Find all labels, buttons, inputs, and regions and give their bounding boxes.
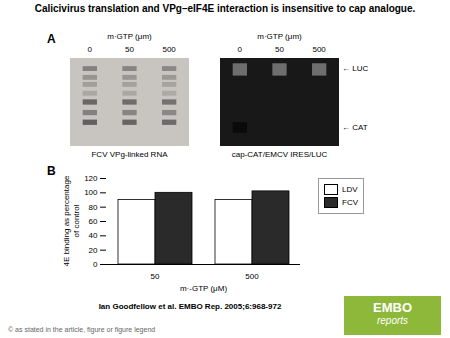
- svg-text:20: 20: [89, 246, 98, 255]
- html-text:m·GTP (μm): m·GTP (μm): [257, 32, 302, 41]
- html-text:reports: reports: [376, 315, 409, 326]
- html-text:0: 0: [237, 45, 242, 54]
- html-text:m·GTP (μm): m·GTP (μm): [107, 32, 152, 41]
- html-text:cap-CAT/EMCV IRES/LUC: cap-CAT/EMCV IRES/LUC: [231, 150, 328, 159]
- html-text:500: 500: [312, 45, 326, 54]
- svg-text:100: 100: [84, 188, 98, 197]
- html-text:LDV: LDV: [342, 185, 358, 194]
- html-text:FCV VPg-linked RNA: FCV VPg-linked RNA: [91, 150, 168, 159]
- html-text:← CAT: ← CAT: [342, 123, 368, 133]
- html-text:50: 50: [275, 45, 284, 54]
- html-text:Ian Goodfellow et al. EMBO Rep: Ian Goodfellow et al. EMBO Rep. 2005;6:9…: [98, 302, 282, 311]
- svg-text:120: 120: [84, 174, 98, 183]
- html-text:© as stated in the article, fi: © as stated in the article, figure or fi…: [8, 326, 156, 333]
- html-text:4E binding as percentage of co: 4E binding as percentage of control: [62, 175, 81, 267]
- html-text:FCV: FCV: [342, 198, 358, 207]
- svg-text:80: 80: [89, 203, 98, 212]
- svg-text:500: 500: [245, 272, 259, 281]
- html-text:← LUC: ← LUC: [342, 64, 369, 74]
- html-text:Calicivirus translation and VP: Calicivirus translation and VPg–eIF4E in…: [34, 3, 416, 14]
- html-text:A: A: [47, 32, 56, 46]
- svg-text:60: 60: [89, 217, 98, 226]
- svg-text:0: 0: [93, 260, 98, 269]
- html-text:500: 500: [162, 45, 176, 54]
- svg-text:50: 50: [151, 272, 160, 281]
- html-text:50: 50: [125, 45, 134, 54]
- svg-text:m·-GTP (μM): m·-GTP (μM): [180, 284, 227, 293]
- html-text:B: B: [47, 164, 56, 178]
- html-text:EMBO: EMBO: [373, 300, 412, 315]
- svg-text:40: 40: [89, 231, 98, 240]
- html-text:0: 0: [87, 45, 92, 54]
